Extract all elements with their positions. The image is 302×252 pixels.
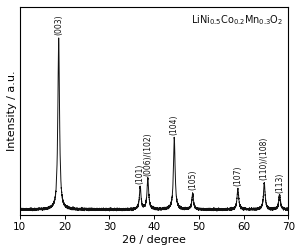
X-axis label: 2θ / degree: 2θ / degree [122, 235, 186, 245]
Text: (006)/(102): (006)/(102) [143, 132, 152, 176]
Text: (104): (104) [170, 115, 179, 135]
Text: LiNi$_{0.5}$Co$_{0.2}$Mn$_{0.3}$O$_2$: LiNi$_{0.5}$Co$_{0.2}$Mn$_{0.3}$O$_2$ [191, 13, 283, 27]
Text: (107): (107) [233, 166, 243, 186]
Text: (105): (105) [188, 170, 197, 191]
Text: (110)/(108): (110)/(108) [260, 137, 269, 180]
Text: (101): (101) [136, 164, 145, 184]
Y-axis label: Intensity / a.u.: Intensity / a.u. [7, 71, 17, 151]
Text: (113): (113) [275, 172, 284, 193]
Text: (003): (003) [54, 15, 63, 35]
